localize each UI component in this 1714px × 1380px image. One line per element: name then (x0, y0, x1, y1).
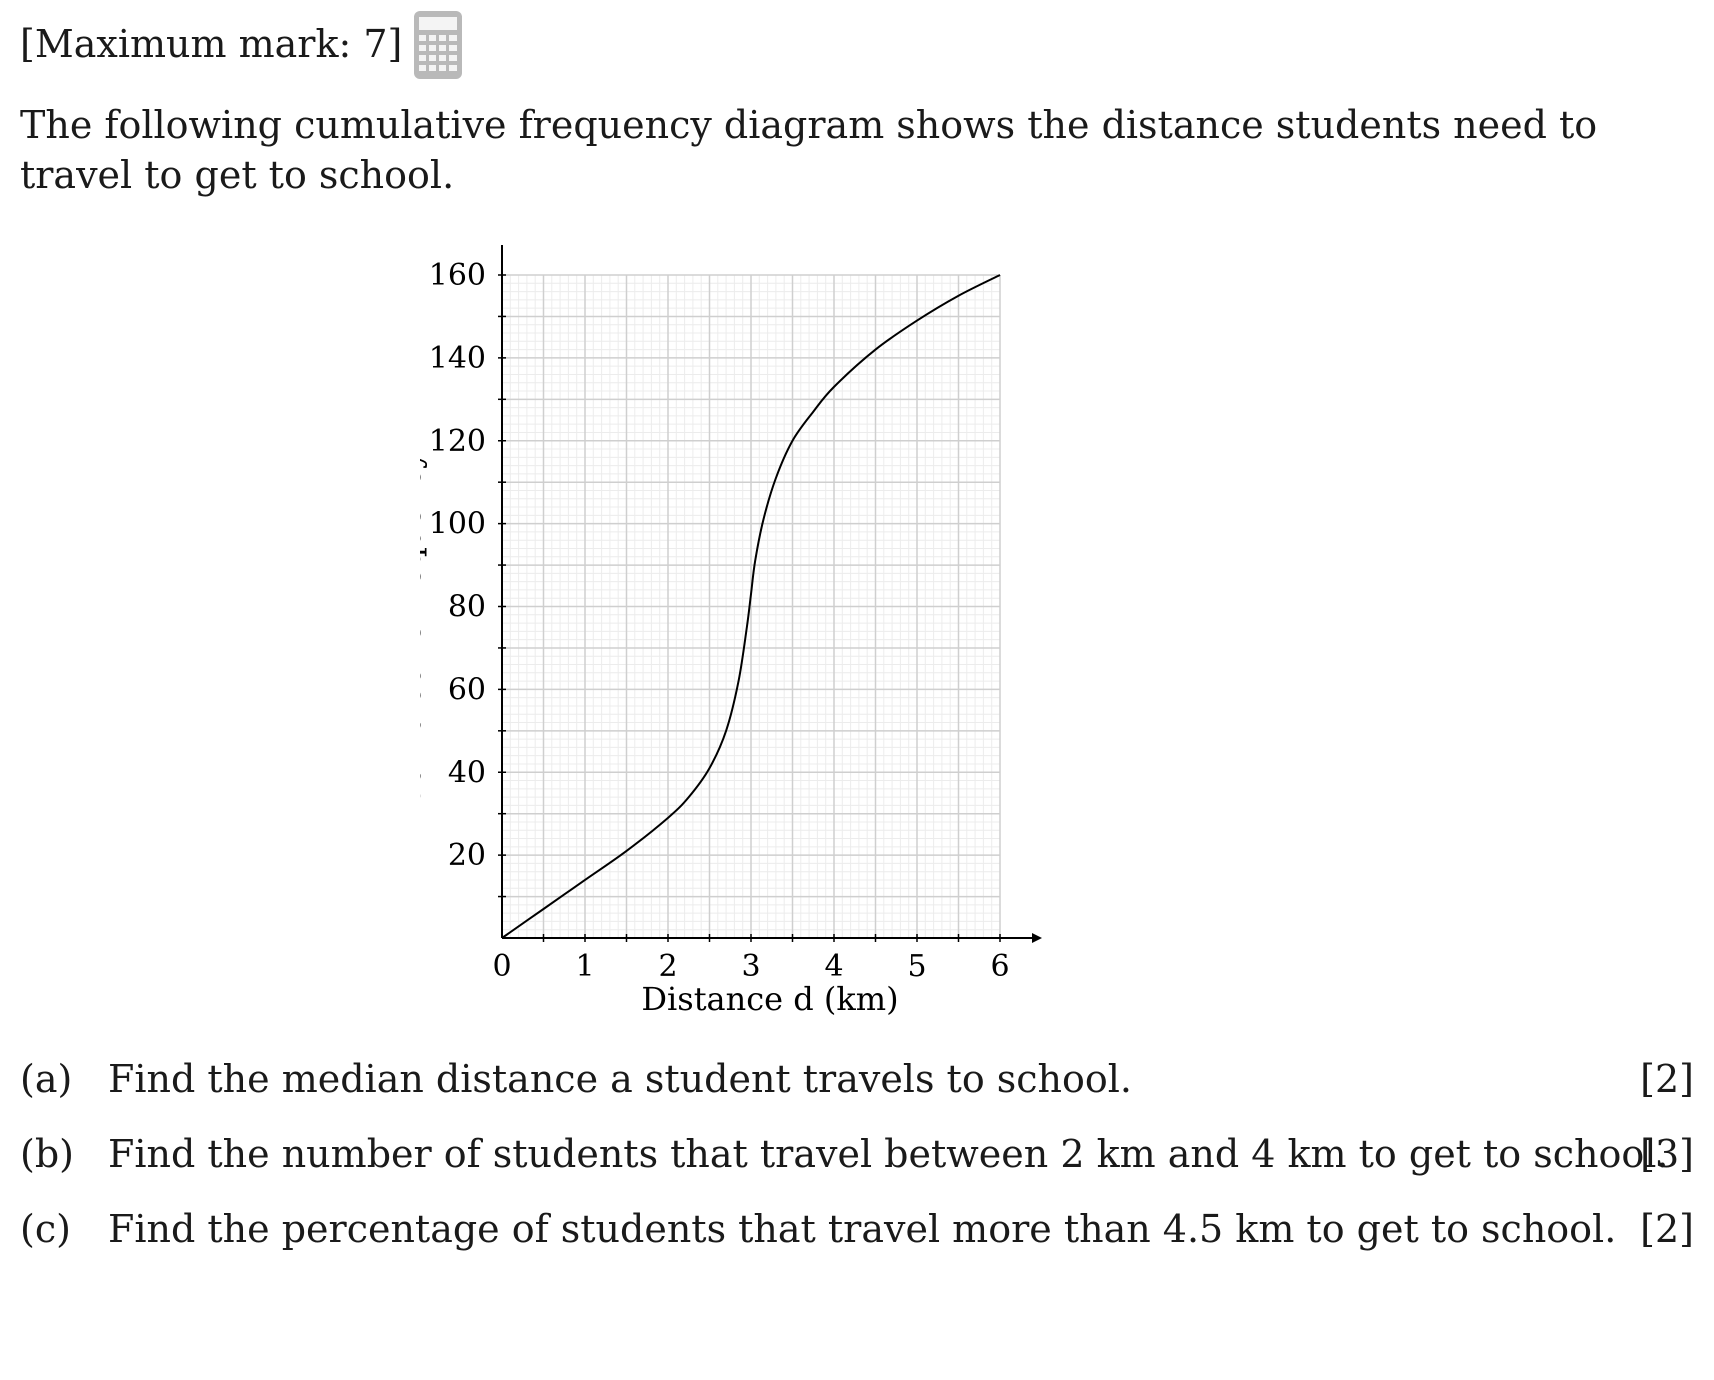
y-tick-label: 40 (448, 755, 486, 790)
y-tick-label: 120 (429, 424, 486, 459)
y-axis-label: Cumulative frequency (420, 451, 428, 809)
y-tick-label: 140 (429, 341, 486, 376)
maximum-mark: [Maximum mark: 7] (20, 22, 403, 66)
question-a: (a) Find the median distance a student t… (20, 1055, 1710, 1103)
x-tick-label: 6 (990, 949, 1009, 984)
question-a-marks: [2] (1640, 1057, 1694, 1101)
question-b-text: Find the number of students that travel … (108, 1132, 1669, 1176)
y-tick-label: 20 (448, 838, 486, 873)
question-a-text: Find the median distance a student trave… (108, 1057, 1133, 1101)
calculator-icon (414, 11, 462, 79)
x-tick-label: 1 (575, 949, 594, 984)
y-tick-label: 160 (429, 258, 486, 293)
x-tick-label: 0 (492, 949, 511, 984)
question-b: (b) Find the number of students that tra… (20, 1130, 1710, 1178)
x-axis-label: Distance d (km) (641, 980, 898, 1018)
y-tick-label: 80 (448, 590, 486, 625)
question-c: (c) Find the percentage of students that… (20, 1205, 1710, 1253)
x-tick-label: 3 (741, 949, 760, 984)
question-c-marks: [2] (1640, 1207, 1694, 1251)
cumulative-frequency-curve (501, 274, 1001, 939)
x-tick-label: 2 (658, 949, 677, 984)
y-tick-label: 60 (448, 672, 486, 707)
question-c-letter: (c) (20, 1207, 71, 1251)
cumulative-frequency-chart: 0 1 2 3 4 5 6 20 40 60 80 100 120 140 160 Distance d … (420, 245, 1042, 1018)
y-tick-label: 100 (429, 507, 486, 542)
intro-text: The following cumulative frequency diagr… (20, 103, 1598, 197)
x-tick-label: 5 (907, 949, 926, 984)
question-b-letter: (b) (20, 1132, 74, 1176)
x-tick-label: 4 (824, 949, 843, 984)
question-b-marks: [3] (1640, 1132, 1694, 1176)
question-c-text: Find the percentage of students that tra… (108, 1207, 1617, 1251)
question-a-letter: (a) (20, 1057, 73, 1101)
